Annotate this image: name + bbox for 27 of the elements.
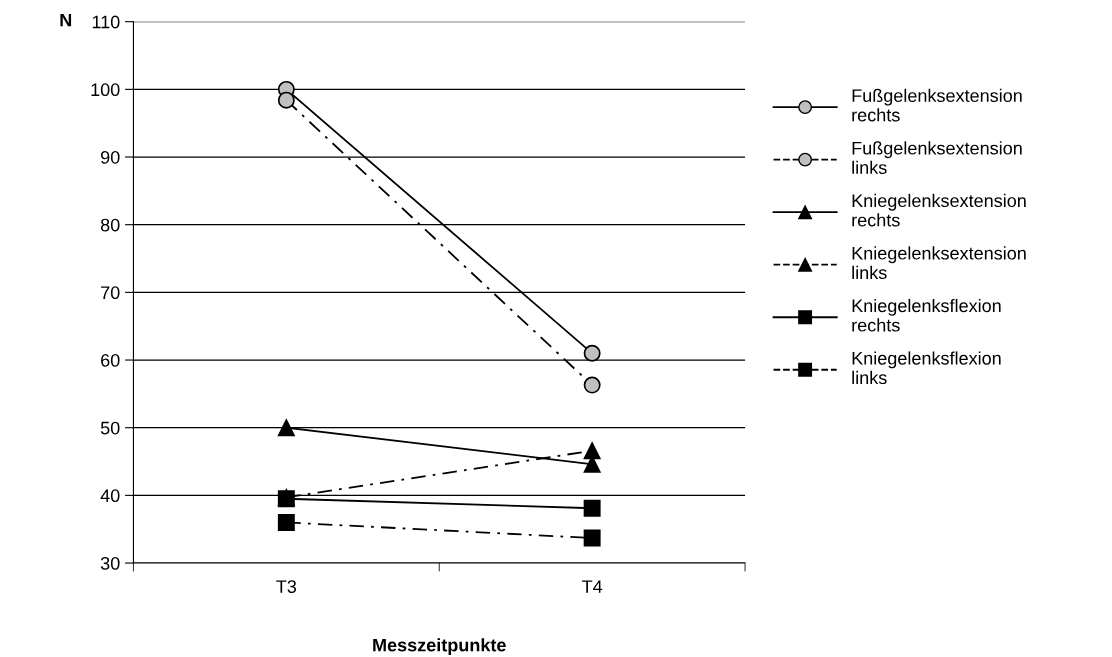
legend-label: Kniegelenksextension links bbox=[852, 246, 1026, 280]
point bbox=[583, 376, 601, 394]
y-tick-label: 60 bbox=[101, 353, 120, 367]
y-tick-label: 30 bbox=[100, 556, 120, 570]
point bbox=[277, 513, 295, 531]
legend-label: Fußgelenksextension rechts bbox=[852, 88, 1022, 122]
x-tick-label: T3 bbox=[276, 580, 297, 593]
y-tick-label: 80 bbox=[100, 218, 120, 232]
point bbox=[277, 419, 295, 437]
legend-label: Kniegelenksextension rechts bbox=[852, 193, 1026, 227]
y-tick-label: 70 bbox=[101, 286, 120, 300]
legend-label: Fußgelenksextension links bbox=[852, 141, 1022, 175]
y-tick-label: 90 bbox=[101, 150, 120, 164]
legend-label: Kniegelenksflexion links bbox=[852, 351, 1001, 385]
y-tick-label: 50 bbox=[100, 421, 120, 435]
point bbox=[583, 344, 601, 362]
point bbox=[583, 529, 601, 547]
point bbox=[583, 442, 601, 460]
y-tick-label: 110 bbox=[92, 15, 120, 29]
legend-label: Kniegelenksflexion rechts bbox=[852, 298, 1001, 332]
y-tick-label: 100 bbox=[91, 83, 120, 97]
point bbox=[583, 499, 601, 517]
x-tick-label: T4 bbox=[582, 580, 603, 593]
point bbox=[277, 91, 295, 109]
x-axis-title: Messzeitpunkte bbox=[373, 638, 506, 656]
y-axis-title: N bbox=[60, 13, 72, 27]
y-tick-label: 40 bbox=[100, 489, 120, 503]
